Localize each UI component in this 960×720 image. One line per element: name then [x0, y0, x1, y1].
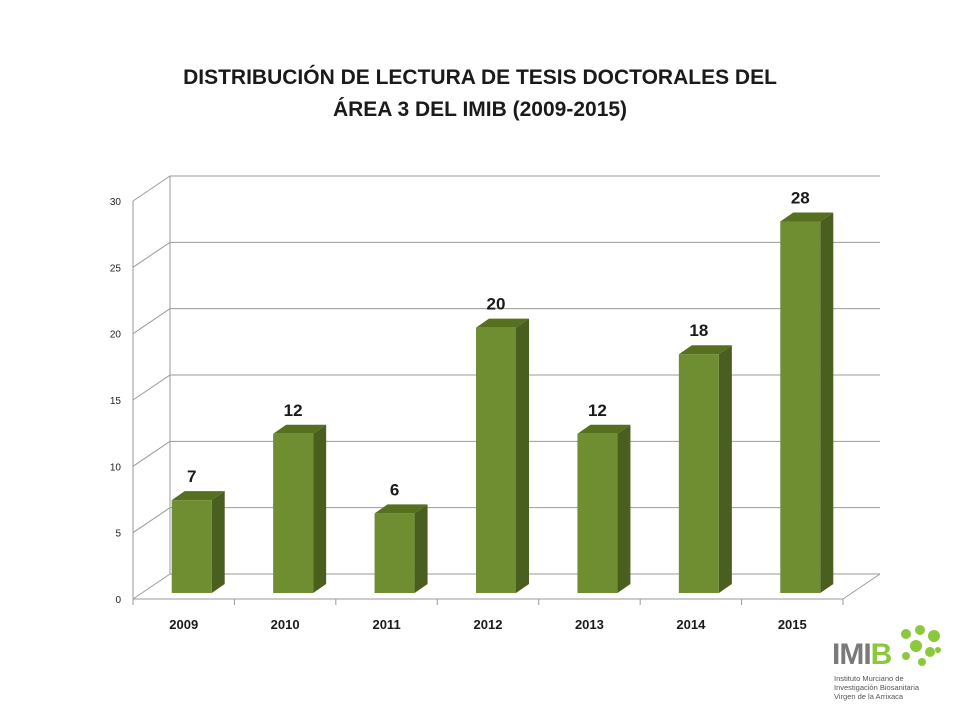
- bar-top: [780, 212, 834, 222]
- x-tick-label: 2012: [474, 617, 503, 632]
- x-tick-label: 2014: [676, 617, 706, 632]
- bar: [678, 354, 719, 593]
- bar: [171, 500, 212, 593]
- x-tick-label: 2010: [271, 617, 300, 632]
- bar-top: [273, 424, 327, 434]
- y-tick-label: 5: [115, 529, 121, 540]
- bar-top: [476, 318, 529, 328]
- imib-logo: IMIB Instituto Murciano de Investigación…: [828, 622, 948, 712]
- logo-line-1: Instituto Murciano de: [834, 674, 904, 683]
- y-tick-label: 30: [110, 197, 122, 208]
- bar: [780, 221, 821, 594]
- gridline-depth: [132, 507, 171, 534]
- x-tick-label: 2013: [575, 617, 604, 632]
- bar-side: [313, 424, 327, 593]
- bar-top: [171, 491, 225, 501]
- bar-side: [211, 491, 225, 593]
- floor-right-edge: [842, 573, 881, 600]
- bar-side: [617, 424, 631, 593]
- y-tick-label: 15: [110, 396, 122, 407]
- bar-top: [374, 504, 428, 514]
- logo-brand-accent: B: [870, 638, 893, 671]
- data-label: 12: [588, 401, 607, 420]
- gridline-depth: [132, 175, 171, 202]
- y-tick-label: 25: [110, 263, 122, 274]
- bar-top: [678, 345, 732, 355]
- bar: [273, 433, 314, 593]
- x-tick-label: 2011: [372, 617, 400, 632]
- gridline-depth: [132, 374, 171, 401]
- data-label: 7: [187, 467, 196, 486]
- chart-title-line-1: DISTRIBUCIÓN DE LECTURA DE TESIS DOCTORA…: [183, 66, 777, 89]
- gridline-depth: [132, 308, 171, 335]
- y-tick-label: 10: [110, 462, 122, 473]
- bar-side: [820, 212, 834, 594]
- bar-side: [516, 318, 529, 593]
- bar-side: [718, 345, 732, 593]
- gridline-depth: [132, 440, 171, 467]
- y-tick-label: 20: [110, 330, 122, 341]
- bar: [476, 327, 516, 593]
- bar: [577, 433, 618, 593]
- logo-line-3: Virgen de la Arrixaca: [834, 692, 904, 701]
- chart-title: DISTRIBUCIÓN DE LECTURA DE TESIS DOCTORA…: [0, 62, 960, 126]
- bar-top: [577, 424, 631, 434]
- x-tick-label: 2009: [169, 617, 198, 632]
- data-label: 18: [689, 321, 708, 340]
- bar-side: [414, 504, 428, 593]
- molecule-icon: [901, 625, 941, 666]
- data-label: 28: [791, 189, 810, 208]
- gridline-depth: [132, 573, 171, 600]
- logo-line-2: Investigación Biosanitaria: [834, 683, 920, 692]
- logo-brand: IMIB: [832, 638, 893, 672]
- logo-brand-main: IMI: [832, 638, 872, 671]
- data-label: 6: [390, 480, 399, 499]
- chart-title-line-2: ÁREA 3 DEL IMIB (2009-2015): [332, 98, 628, 121]
- gridline-depth: [132, 241, 171, 268]
- data-label: 20: [487, 295, 506, 314]
- data-label: 12: [284, 401, 303, 420]
- y-tick-label: 0: [115, 595, 121, 606]
- bar: [374, 513, 415, 593]
- x-tick-label: 2015: [778, 617, 807, 632]
